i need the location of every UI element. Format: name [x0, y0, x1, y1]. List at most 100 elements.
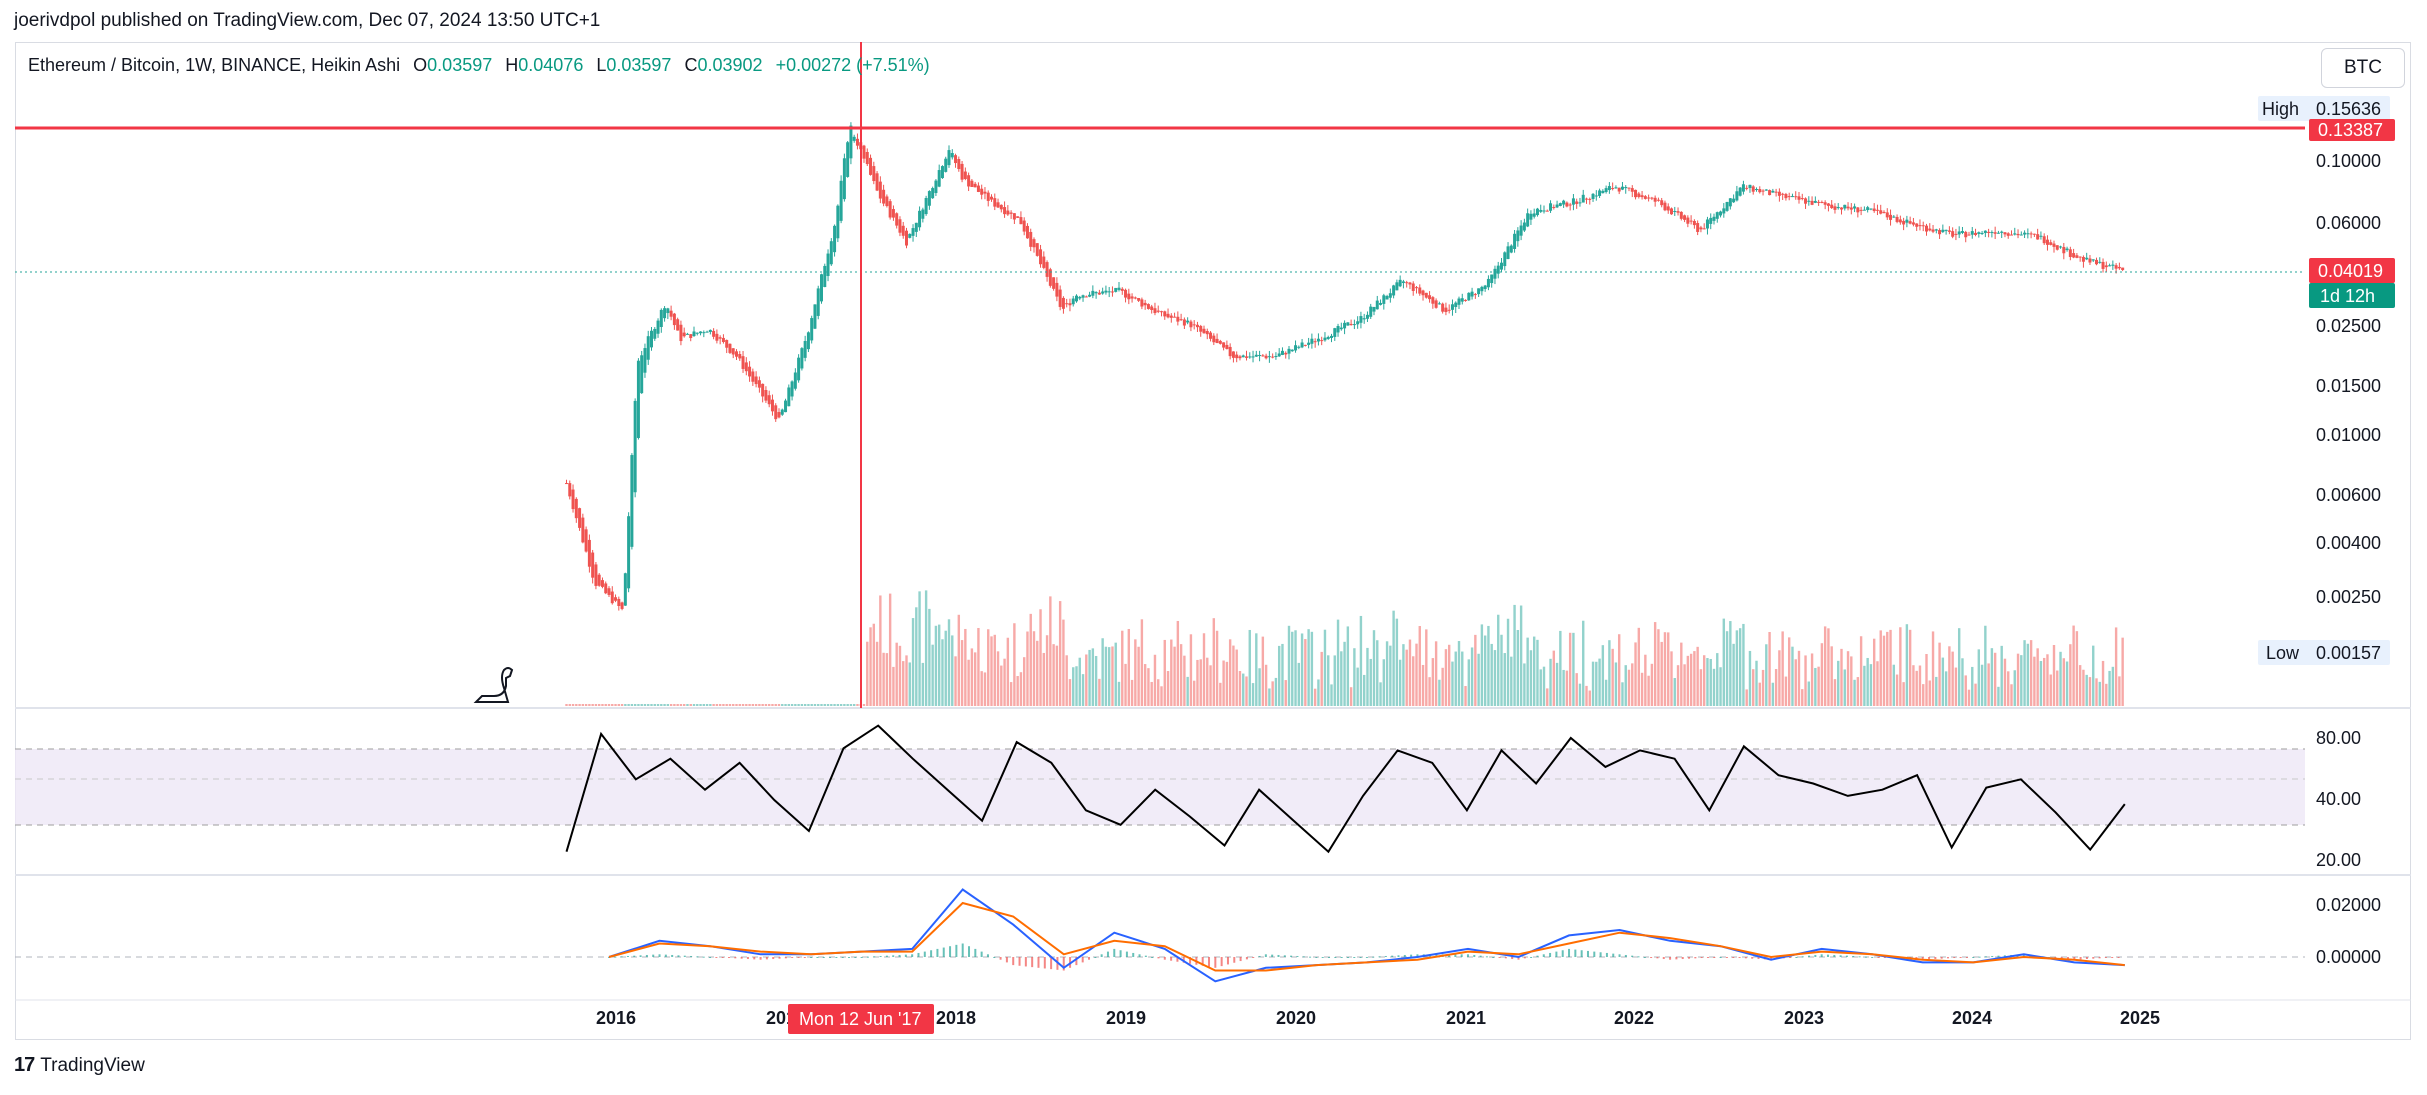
- volume-bar: [1196, 659, 1199, 706]
- candle-body: [960, 163, 964, 180]
- macd-histogram-bar: [993, 957, 996, 958]
- volume-bar: [1098, 678, 1101, 706]
- candle-body: [1719, 211, 1723, 216]
- candle-body: [1666, 206, 1670, 211]
- candle-body: [1408, 282, 1412, 285]
- low-value: 0.03597: [606, 55, 672, 75]
- volume-bar: [1101, 638, 1104, 706]
- macd-histogram-bar: [1612, 953, 1615, 957]
- volume-bar: [1967, 689, 1971, 706]
- volume-bar: [928, 608, 931, 706]
- candle-body: [803, 341, 807, 358]
- candle-body: [1800, 198, 1804, 200]
- volume-bar: [1039, 609, 1042, 706]
- macd-histogram-bar: [797, 957, 800, 958]
- macd-histogram-bar: [923, 951, 926, 957]
- candle-body: [1127, 293, 1131, 300]
- candle-body: [2062, 246, 2066, 254]
- candle-body: [1817, 201, 1821, 203]
- volume-bar: [947, 619, 951, 706]
- volume-bar: [1392, 610, 1395, 706]
- macd-histogram-bar: [1302, 956, 1305, 958]
- candle-body: [993, 198, 997, 207]
- volume-bar: [1859, 636, 1863, 706]
- volume-bar: [1725, 631, 1729, 706]
- chart-frame[interactable]: [15, 42, 2411, 1040]
- volume-bar: [1264, 664, 1268, 706]
- candle-body: [1568, 204, 1572, 206]
- macd-histogram-bar: [1378, 956, 1381, 958]
- volume-bar: [1572, 632, 1575, 706]
- volume-bar: [1608, 640, 1611, 706]
- volume-bar: [1529, 650, 1533, 706]
- volume-bar: [1915, 670, 1918, 706]
- candle-body: [1490, 274, 1494, 284]
- volume-bar: [915, 607, 918, 706]
- macd-histogram-bar: [652, 954, 655, 957]
- candle-body: [1209, 332, 1213, 339]
- candle-body: [1238, 356, 1242, 359]
- volume-bar: [1787, 637, 1791, 706]
- volume-bar: [1872, 638, 1876, 706]
- volume-bar: [1922, 684, 1925, 706]
- volume-bar: [1823, 626, 1827, 706]
- candle-body: [1571, 198, 1575, 205]
- candle-body: [1267, 356, 1271, 358]
- candle-body: [1983, 230, 1987, 234]
- candle-body: [1006, 210, 1010, 215]
- candle-body: [2111, 264, 2115, 266]
- volume-bar: [1333, 655, 1336, 706]
- volume-bar: [2020, 655, 2023, 706]
- volume-bar: [1137, 646, 1140, 706]
- volume-bar: [1480, 624, 1484, 706]
- candle-body: [963, 171, 967, 180]
- macd-histogram-bar: [1599, 952, 1602, 957]
- candle-body: [1179, 319, 1183, 321]
- candle-body: [718, 337, 722, 339]
- volume-bar: [1255, 633, 1258, 706]
- candle-body: [1728, 198, 1732, 207]
- volume-bar: [1323, 629, 1327, 706]
- volume-bar: [1353, 648, 1356, 706]
- candle-body: [1539, 209, 1543, 212]
- volume-bar: [686, 704, 689, 706]
- volume-bar: [1866, 657, 1869, 706]
- macd-histogram-bar: [1208, 957, 1211, 967]
- footer-brand[interactable]: 17 TradingView: [14, 1054, 145, 1077]
- candle-body: [1457, 298, 1461, 305]
- volume-bar: [1591, 661, 1595, 706]
- candle-body: [1764, 189, 1768, 191]
- candle-body: [1898, 219, 1902, 223]
- candle-body: [996, 202, 1000, 208]
- candle-body: [1843, 204, 1847, 209]
- volume-bar: [1385, 641, 1389, 706]
- candle-body: [699, 331, 703, 334]
- volume-bar: [866, 641, 869, 706]
- candle-body: [855, 138, 859, 146]
- candle-body: [741, 356, 745, 369]
- volume-bar: [1412, 656, 1415, 706]
- candle-body: [1575, 201, 1579, 204]
- volume-bar: [604, 704, 607, 706]
- candle-body: [1117, 287, 1121, 290]
- volume-bar: [1510, 656, 1513, 706]
- candle-body: [780, 409, 784, 415]
- candle-body: [839, 180, 843, 221]
- tradingview-logo-icon: 17: [14, 1054, 35, 1076]
- volume-bar: [1644, 654, 1647, 706]
- candle-body: [2091, 259, 2095, 261]
- candle-body: [1555, 204, 1559, 208]
- candle-body: [1784, 194, 1788, 199]
- candle-body: [905, 230, 908, 246]
- currency-button[interactable]: BTC: [2321, 48, 2405, 88]
- volume-bar: [888, 593, 892, 706]
- macd-histogram-bar: [1176, 957, 1179, 962]
- macd-histogram-bar: [1605, 952, 1608, 957]
- candle-body: [1313, 341, 1317, 343]
- volume-bar: [1140, 619, 1144, 706]
- macd-histogram-bar: [2085, 957, 2088, 960]
- volume-bar: [2000, 645, 2003, 706]
- candle-body: [2042, 236, 2046, 244]
- volume-bar: [1160, 686, 1163, 706]
